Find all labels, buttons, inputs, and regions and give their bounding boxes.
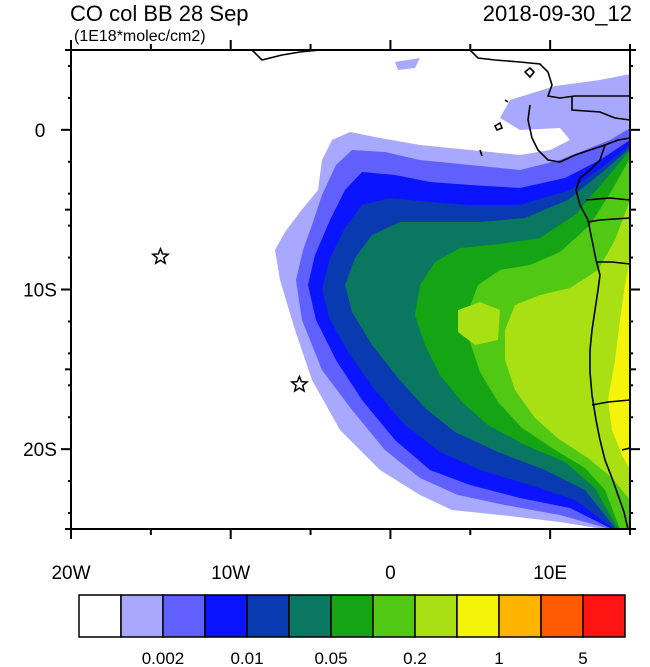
x-tick-label: 20W (51, 563, 90, 584)
map-title: CO col BB 28 Sep (70, 1, 249, 26)
x-tick-label: 10W (211, 563, 250, 584)
y-tick-label: 20S (23, 440, 57, 461)
co-band-0002 (395, 58, 420, 70)
axis-ticks (61, 40, 640, 539)
country-border (585, 197, 630, 201)
coastline (251, 50, 321, 61)
station-markers (150, 246, 309, 393)
co-band-05 (458, 302, 500, 345)
y-tick-label: 10S (23, 281, 57, 302)
colorbar-swatch (414, 594, 458, 638)
colorbar-swatch (456, 594, 500, 638)
colorbar-swatch (372, 594, 416, 638)
co-band-1 (608, 260, 630, 470)
colorbar-swatch (330, 594, 374, 638)
coastline (575, 144, 629, 529)
coastline (527, 104, 630, 163)
island (493, 121, 504, 132)
coastline (469, 50, 630, 99)
units-label: (1E18*molec/cm2) (74, 28, 206, 45)
colorbar (78, 594, 626, 638)
colorbar-swatch (204, 594, 248, 638)
island (504, 99, 509, 103)
colorbar-label: 0.2 (403, 649, 427, 667)
colorbar-label: 1 (494, 649, 503, 667)
island (523, 66, 536, 79)
colorbar-swatch (582, 594, 626, 638)
colorbar-swatch (120, 594, 164, 638)
colorbar-swatch (162, 594, 206, 638)
country-border (591, 399, 630, 406)
colorbar-swatch (78, 594, 122, 638)
colorbar-label: 0.002 (142, 649, 185, 667)
valid-time-label: 2018-09-30_12 (482, 1, 632, 26)
colorbar-label: 0.01 (230, 649, 263, 667)
co-concentration-field (275, 50, 630, 529)
country-border (571, 96, 630, 121)
colorbar-swatch (288, 594, 332, 638)
y-tick-label: 0 (35, 121, 46, 142)
star-marker-icon (289, 374, 309, 393)
country-border (587, 217, 630, 223)
colorbar-swatch (540, 594, 584, 638)
colorbar-swatch (498, 594, 542, 638)
country-border (596, 261, 630, 265)
x-tick-label: 0 (385, 563, 396, 584)
x-axis-labels: 20W 10W 0 10E (51, 563, 567, 584)
island (479, 149, 483, 157)
star-marker-icon (150, 246, 170, 265)
coastline-boundaries (251, 50, 630, 529)
colorbar-label: 0.05 (314, 649, 347, 667)
y-axis-labels: 0 10S 20S (23, 121, 57, 461)
colorbar-swatch (246, 594, 290, 638)
co-band-05 (505, 200, 630, 500)
country-border (621, 447, 630, 451)
colorbar-labels: 0.002 0.01 0.05 0.2 1 5 (142, 649, 588, 667)
colorbar-label: 5 (578, 649, 587, 667)
x-tick-label: 10E (533, 563, 567, 584)
